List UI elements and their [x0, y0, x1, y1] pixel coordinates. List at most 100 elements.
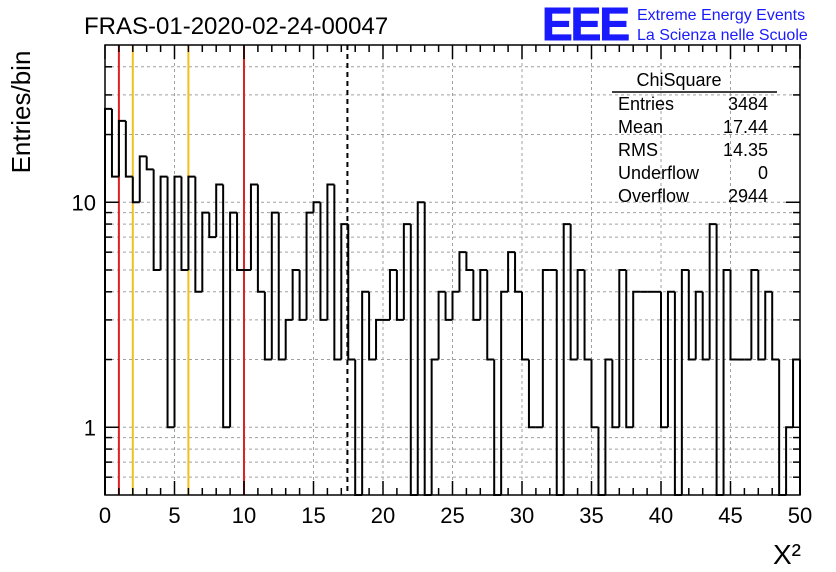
histogram-bin — [152, 169, 161, 271]
histogram-bin — [458, 251, 467, 292]
y-axis-label: Entries/bin — [6, 51, 36, 174]
logo-mark: EEE — [542, 0, 628, 50]
histogram-bin — [555, 270, 564, 496]
x-tick-label: 40 — [649, 503, 673, 528]
histogram-bin — [430, 358, 439, 495]
histogram-bin — [305, 211, 314, 320]
histogram-bin — [423, 202, 432, 496]
histogram-bin — [514, 252, 522, 293]
histogram-bin — [618, 269, 627, 428]
histogram-bin — [792, 358, 800, 428]
stats-box: ChiSquare Entries 3484 Mean 17.44 RMS 14… — [612, 70, 777, 206]
stats-label-rms: RMS — [618, 140, 658, 160]
histogram-bin — [611, 359, 620, 429]
histogram-bin — [604, 358, 613, 495]
stats-label-overflow: Overflow — [618, 186, 690, 206]
x-tick-label: 20 — [371, 503, 395, 528]
histogram-bin — [187, 175, 196, 270]
histogram-bin — [145, 156, 154, 171]
histogram-bin — [173, 175, 182, 428]
histogram-bin — [215, 183, 224, 238]
histogram-bin — [208, 212, 217, 239]
histogram-bin — [465, 252, 474, 271]
histogram-bin — [541, 269, 550, 428]
stats-label-underflow: Underflow — [618, 163, 700, 183]
histogram-bin — [222, 184, 231, 429]
histogram-bin — [680, 269, 689, 495]
histogram-bin — [750, 269, 759, 360]
histogram-bin — [451, 290, 460, 320]
histogram-bin — [583, 270, 592, 361]
histogram-bin — [298, 270, 307, 321]
histogram-bin — [395, 270, 404, 321]
histogram-bin — [590, 359, 599, 429]
axes: 0 5 10 15 20 25 30 35 40 45 50 1 10 — [72, 44, 812, 528]
x-tick-label: 15 — [301, 503, 325, 528]
histogram-bin — [507, 251, 516, 292]
histogram-bin — [326, 183, 335, 320]
histogram-bin — [673, 291, 682, 496]
stats-label-entries: Entries — [618, 94, 674, 114]
stats-title: ChiSquare — [636, 70, 721, 90]
histogram-bin — [229, 211, 238, 428]
histogram-bin — [416, 201, 425, 495]
logo-line-1: Extreme Energy Events — [637, 7, 805, 24]
histogram-bin — [159, 175, 168, 270]
histogram-bin — [694, 290, 703, 360]
histogram-bin — [701, 291, 710, 361]
histogram-bin — [500, 290, 509, 495]
histogram-bin — [569, 224, 578, 361]
histogram-bin — [263, 291, 272, 361]
stats-value-underflow: 0 — [758, 163, 768, 183]
stats-value-mean: 17.44 — [723, 117, 768, 137]
histogram-bin — [319, 202, 328, 321]
x-tick-label: 5 — [168, 503, 180, 528]
histogram-bin — [472, 270, 481, 321]
histogram-bin — [764, 290, 773, 360]
x-tick-label: 50 — [788, 503, 812, 528]
histogram-bin — [361, 290, 370, 495]
histogram-bin — [340, 223, 349, 360]
x-tick-label: 25 — [440, 503, 464, 528]
histogram-bin — [722, 269, 731, 495]
histogram-bin — [333, 184, 342, 361]
histogram-bin — [256, 184, 265, 293]
x-tick-label: 35 — [579, 503, 603, 528]
histogram-bin — [180, 176, 189, 271]
histogram-bin — [521, 291, 529, 361]
histogram-bin — [388, 269, 397, 320]
histogram-bin — [757, 270, 766, 361]
x-tick-label: 30 — [510, 503, 534, 528]
histogram-bin — [402, 223, 411, 320]
histogram-bin — [729, 270, 738, 361]
histogram-bin — [194, 176, 203, 293]
y-tick-label: 1 — [84, 415, 96, 440]
histogram-bin — [347, 224, 356, 361]
stats-label-mean: Mean — [618, 117, 663, 137]
stats-value-overflow: 2944 — [728, 186, 768, 206]
histogram-bin — [375, 318, 383, 360]
stats-value-rms: 14.35 — [723, 140, 768, 160]
histogram-bin — [625, 270, 634, 429]
x-tick-label: 10 — [232, 503, 256, 528]
grid — [105, 45, 800, 495]
histogram-bin — [632, 290, 641, 428]
histogram-bin — [660, 291, 668, 429]
chart-title: FRAS-01-2020-02-24-00047 — [84, 13, 388, 40]
histogram-bin — [437, 290, 446, 360]
histogram-bin — [249, 183, 258, 270]
y-tick-label: 10 — [72, 190, 96, 215]
x-tick-label: 0 — [99, 503, 111, 528]
histogram-bin — [666, 290, 675, 428]
histogram-bin — [444, 291, 453, 321]
histogram-bin — [708, 223, 717, 360]
histogram-bin — [687, 270, 696, 361]
histogram-bin — [131, 176, 140, 204]
histogram-bin — [576, 269, 585, 360]
histogram-bin — [527, 359, 536, 429]
histogram-bin — [138, 155, 147, 203]
x-tick-label: 45 — [718, 503, 742, 528]
histogram-bin — [562, 223, 571, 495]
histogram-bin — [479, 269, 488, 320]
